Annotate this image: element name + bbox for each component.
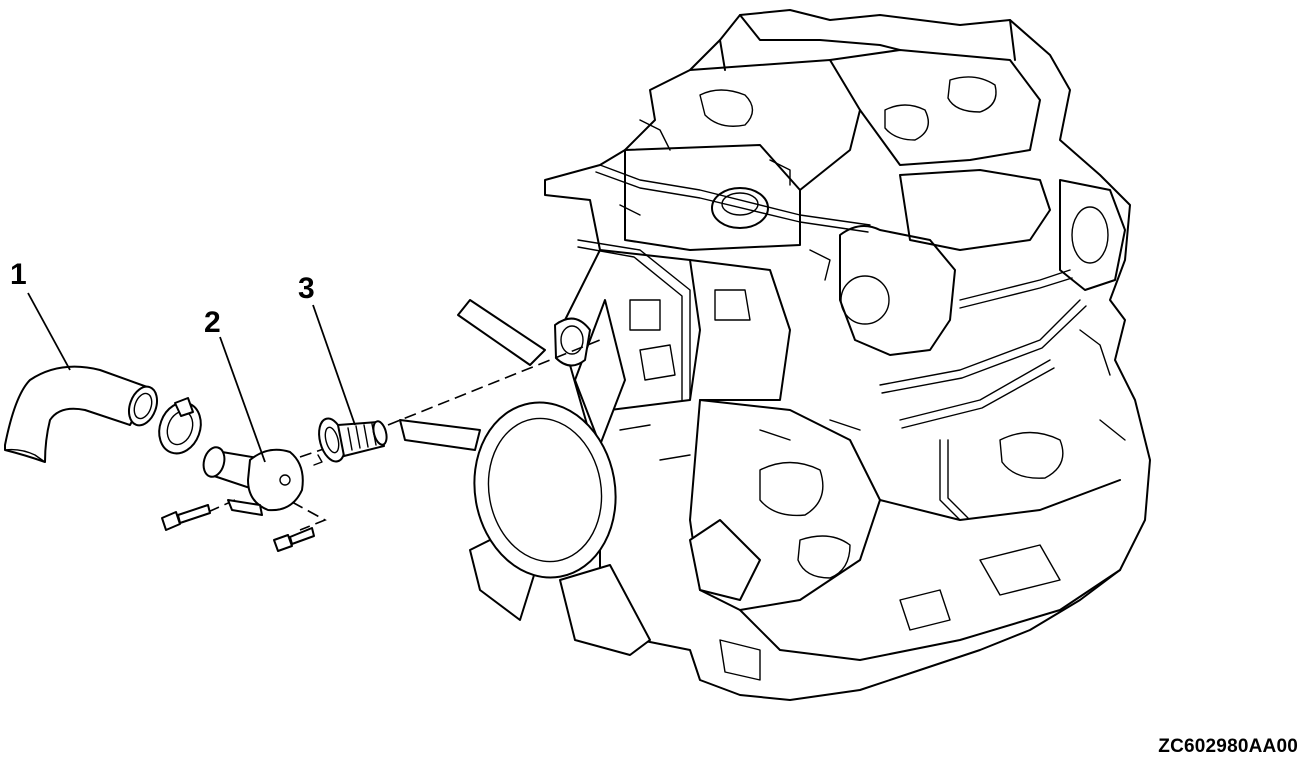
callout-number-1: 1 — [10, 258, 27, 291]
callout-number-2: 2 — [204, 306, 221, 339]
cooling-fan — [399, 299, 761, 656]
engine-assembly — [544, 9, 1151, 701]
thermostat-part-3 — [313, 417, 388, 466]
radiator-hose-part-1 — [4, 365, 159, 463]
figure-code-label: ZC602980AA00 — [1158, 736, 1298, 757]
callout-number-3: 3 — [298, 272, 315, 305]
hose-clamp — [158, 397, 202, 455]
bolt-left — [161, 504, 211, 531]
bolt-right — [273, 527, 315, 552]
water-outlet-fitting-part-2 — [202, 446, 304, 516]
callout-leader-lines — [27, 292, 356, 463]
